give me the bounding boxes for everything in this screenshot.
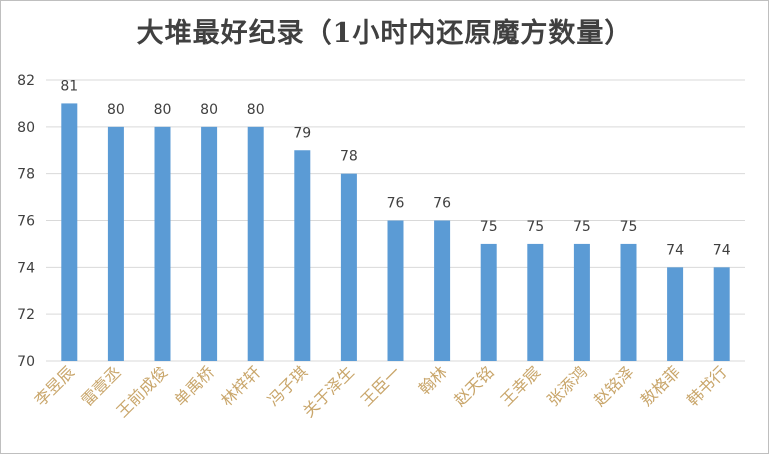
- bar: [713, 267, 730, 361]
- data-label: 81: [60, 78, 78, 94]
- chart-title: 大堆最好纪录（1小时内还原魔方数量）: [136, 18, 633, 49]
- bar: [573, 243, 590, 361]
- bar: [340, 173, 357, 361]
- data-label: 74: [666, 242, 684, 258]
- category-label: 赵铭泽: [590, 362, 637, 409]
- data-label: 76: [387, 196, 405, 212]
- data-label: 75: [526, 219, 544, 235]
- bar: [154, 126, 171, 361]
- y-tick-label: 82: [17, 73, 35, 89]
- data-label: 79: [293, 125, 311, 141]
- bar: [61, 103, 78, 362]
- category-label: 张添鸿: [543, 362, 590, 409]
- bar: [247, 126, 264, 361]
- bar: [107, 126, 124, 361]
- data-label: 80: [247, 102, 265, 118]
- data-label: 75: [620, 219, 638, 235]
- bar: [480, 243, 497, 361]
- data-label: 76: [433, 196, 451, 212]
- category-label: 李昱辰: [31, 362, 78, 409]
- bar: [387, 220, 404, 361]
- data-label: 78: [340, 149, 358, 165]
- bar: [294, 150, 311, 361]
- y-tick-label: 78: [17, 167, 35, 183]
- category-label: 关于泽生: [299, 362, 358, 421]
- category-label: 翰林: [415, 362, 451, 398]
- y-tick-label: 70: [17, 354, 35, 370]
- y-tick-label: 74: [17, 260, 35, 276]
- data-label: 80: [200, 102, 218, 118]
- y-tick-label: 80: [17, 120, 35, 136]
- category-label: 韩书行: [683, 362, 730, 409]
- y-tick-label: 72: [17, 307, 35, 323]
- category-label: 敖格菲: [637, 362, 684, 409]
- bar: [620, 243, 637, 361]
- data-label: 75: [573, 219, 591, 235]
- y-tick-label: 76: [17, 214, 35, 230]
- data-label: 75: [480, 219, 498, 235]
- bar: [667, 267, 684, 361]
- bar: [527, 243, 544, 361]
- category-label: 王前成俊: [113, 362, 172, 421]
- bar: [434, 220, 451, 361]
- data-label: 80: [154, 102, 172, 118]
- category-label: 单禹桥: [171, 362, 218, 409]
- category-label: 王臣一: [357, 362, 404, 409]
- bar: [201, 126, 218, 361]
- data-label: 74: [713, 242, 731, 258]
- category-label: 赵天铭: [450, 362, 497, 409]
- category-label: 王幸宸: [497, 362, 544, 409]
- data-label: 80: [107, 102, 125, 118]
- category-label: 林梓轩: [217, 362, 264, 409]
